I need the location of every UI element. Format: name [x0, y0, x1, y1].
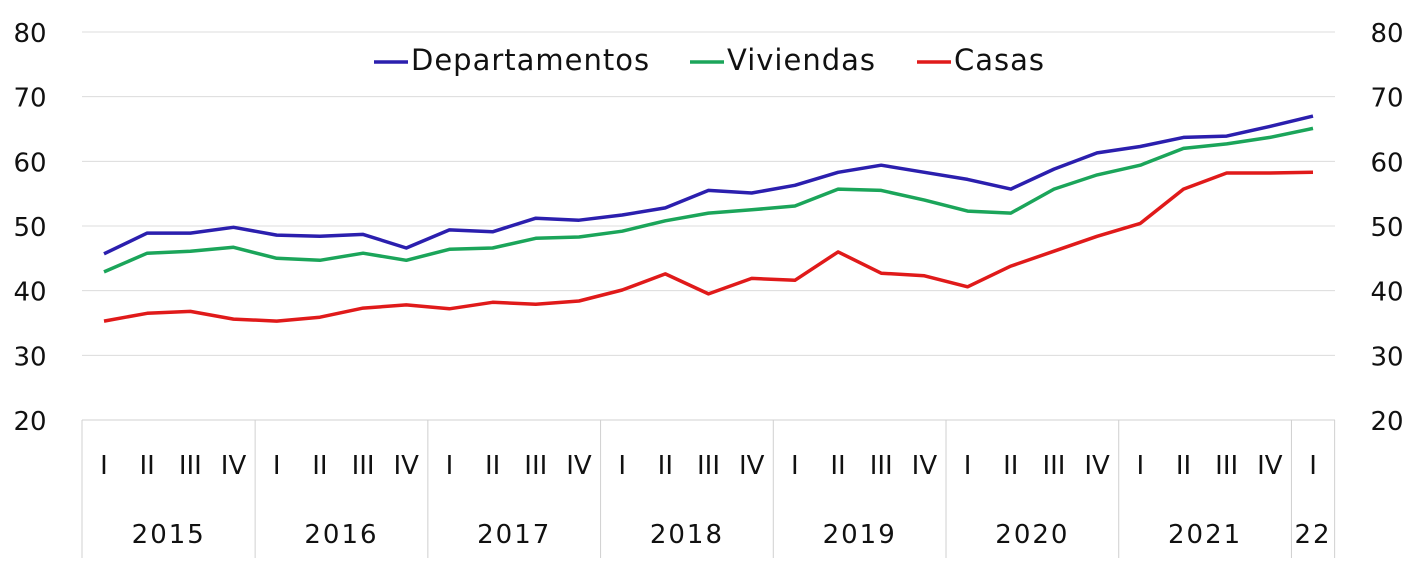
quarter-label: I [446, 451, 454, 481]
y-tick-label-left: 40 [13, 278, 46, 308]
legend-label: Departamentos [411, 43, 650, 77]
quarter-label: IV [394, 451, 420, 481]
quarter-label: I [618, 451, 626, 481]
quarter-label: IV [739, 451, 765, 481]
y-tick-label-left: 70 [13, 84, 46, 114]
y-tick-label-left: 20 [13, 407, 46, 437]
y-tick-label-right: 20 [1370, 407, 1403, 437]
y-tick-label-right: 70 [1370, 84, 1403, 114]
year-label: 22 [1294, 520, 1331, 550]
quarter-label: IV [912, 451, 938, 481]
quarter-label: III [697, 451, 720, 481]
y-tick-label-left: 80 [13, 19, 46, 49]
quarter-label: I [1136, 451, 1144, 481]
quarter-label: I [273, 451, 281, 481]
quarter-label: II [485, 451, 500, 481]
gridlines [82, 31, 1335, 356]
y-axis-left: 20 30 40 50 60 70 80 [13, 19, 46, 437]
quarter-label: IV [1084, 451, 1110, 481]
year-label: 2020 [995, 520, 1069, 550]
y-tick-label-right: 60 [1370, 148, 1403, 178]
y-tick-label-right: 40 [1370, 278, 1403, 308]
y-axis-right: 20 30 40 50 60 70 80 [1370, 19, 1403, 437]
legend: Departamentos Viviendas Casas [374, 43, 1045, 77]
quarter-label: III [524, 451, 547, 481]
year-label: 2019 [823, 520, 897, 550]
year-label: 2015 [132, 520, 206, 550]
quarter-label: III [352, 451, 375, 481]
quarter-label: II [1003, 451, 1018, 481]
quarter-label: II [1176, 451, 1191, 481]
quarter-label: I [1309, 451, 1317, 481]
quarter-label: II [140, 451, 155, 481]
y-tick-label-right: 80 [1370, 19, 1403, 49]
quarter-label: IV [221, 451, 247, 481]
quarter-label: II [312, 451, 327, 481]
quarter-label: I [791, 451, 799, 481]
y-tick-label-left: 30 [13, 342, 46, 372]
series-lines [103, 114, 1314, 323]
year-label: 2017 [477, 520, 551, 550]
legend-label: Casas [954, 43, 1045, 77]
quarter-label: IV [1257, 451, 1283, 481]
year-label: 2016 [304, 520, 378, 550]
quarter-label: IV [566, 451, 592, 481]
y-tick-label-right: 30 [1370, 342, 1403, 372]
year-label: 2021 [1168, 520, 1242, 550]
quarter-label: III [1215, 451, 1238, 481]
year-label: 2018 [650, 520, 724, 550]
x-axis: I II III IV I II III IV I II III IV I II III IV I II III IV… [81, 419, 1336, 558]
y-tick-label-left: 60 [13, 148, 46, 178]
quarter-label: III [179, 451, 202, 481]
quarter-label: III [1042, 451, 1065, 481]
quarter-label: II [830, 451, 845, 481]
legend-label: Viviendas [727, 43, 876, 77]
series-line-casas [103, 170, 1314, 323]
quarter-label: III [870, 451, 893, 481]
quarter-label: I [964, 451, 972, 481]
quarter-label: I [100, 451, 108, 481]
series-line-departamentos [103, 114, 1314, 256]
y-tick-label-right: 50 [1370, 213, 1403, 243]
y-tick-label-left: 50 [13, 213, 46, 243]
series-line-viviendas [103, 126, 1314, 274]
quarter-label: II [658, 451, 673, 481]
